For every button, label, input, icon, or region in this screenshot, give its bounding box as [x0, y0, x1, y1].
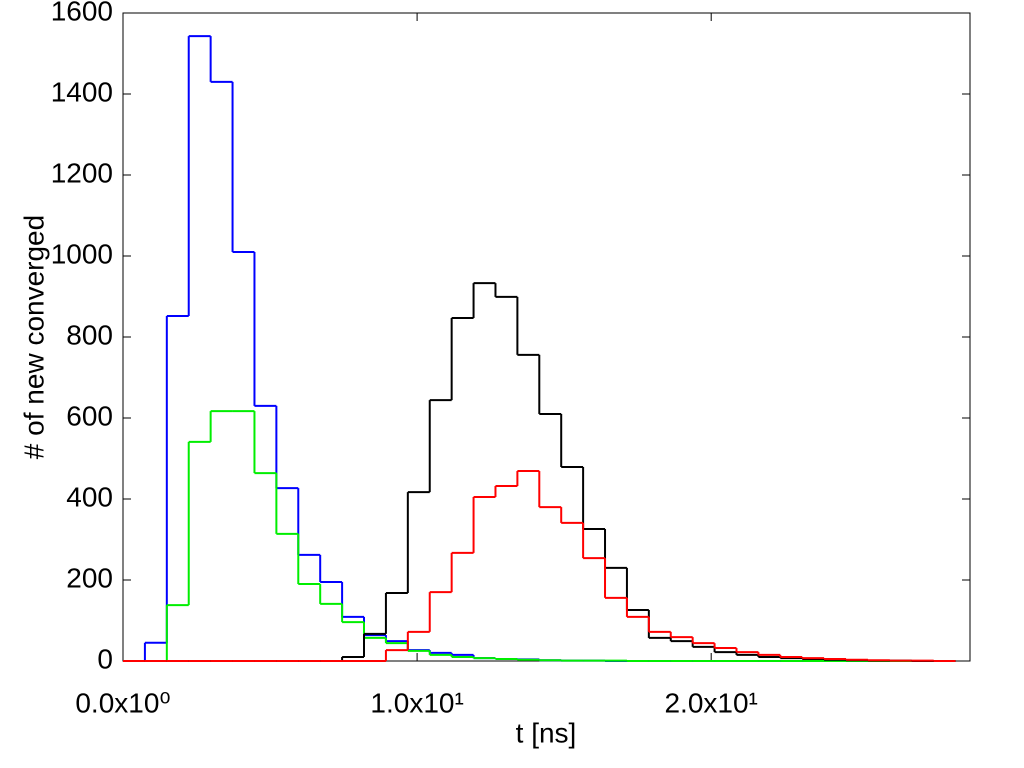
y-tick-label: 1600 — [51, 0, 113, 26]
x-tick-label: 1.0x10¹ — [370, 687, 463, 718]
y-tick-label: 200 — [66, 562, 113, 593]
y-tick-label: 800 — [66, 319, 113, 350]
x-tick-label: 2.0x10¹ — [664, 687, 757, 718]
y-tick-label: 0 — [97, 643, 113, 674]
x-axis-label: t [ns] — [516, 717, 577, 748]
plot-frame — [122, 12, 971, 662]
y-tick-label: 1200 — [51, 157, 113, 188]
y-tick-label: 1400 — [51, 76, 113, 107]
x-tick-label: 0.0x10⁰ — [75, 687, 170, 718]
y-tick-label: 400 — [66, 481, 113, 512]
y-axis-label: # of new converged — [18, 215, 49, 459]
y-tick-label: 600 — [66, 400, 113, 431]
y-tick-label: 1000 — [51, 238, 113, 269]
